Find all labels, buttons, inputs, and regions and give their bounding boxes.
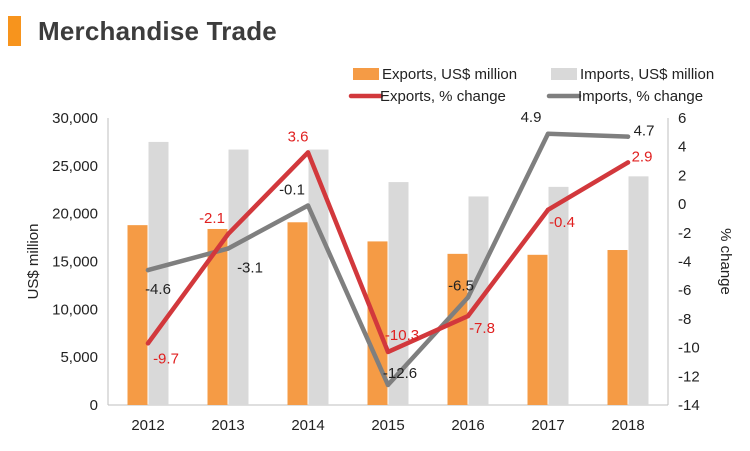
exports-bar (127, 225, 148, 405)
y-axis-title: US$ million (25, 224, 42, 300)
exports-bar (447, 253, 468, 405)
exports-change-point (545, 207, 551, 213)
imports-change-point (385, 382, 391, 388)
imports-change-label: 4.7 (634, 123, 655, 140)
exports-change-point (145, 341, 151, 346)
data-labels: -9.7 -2.1 3.6 -10.3 -7.8 -0.4 2.9 -4.6 -3.1 -0.1 -… (145, 109, 654, 382)
y-tick-label: 10,000 (52, 301, 98, 318)
exports-bar (207, 228, 228, 405)
y-tick-label: 30,000 (52, 110, 98, 127)
y-tick-label: 0 (90, 397, 98, 414)
y-tick-label: 20,000 (52, 206, 98, 223)
y2-axis-title: % change (717, 228, 734, 295)
y2-tick-label: -2 (678, 225, 691, 242)
x-tick-label: 2018 (611, 417, 644, 434)
imports-change-point (145, 267, 151, 273)
legend-exports-bar-swatch (353, 68, 379, 80)
imports-bar (548, 186, 569, 405)
exports-change-label: -10.3 (385, 327, 419, 344)
y2-tick-label: 6 (678, 110, 686, 127)
bars (127, 141, 649, 405)
y2-tick-label: -12 (678, 368, 700, 385)
y2-tick-label: 2 (678, 167, 686, 184)
x-tick-label: 2012 (131, 417, 164, 434)
y2-tick-label: -8 (678, 311, 691, 328)
axes: 0 5,000 10,000 15,000 20,000 25,000 30,000 -14 -… (25, 110, 734, 434)
imports-change-point (625, 134, 631, 139)
imports-bar (628, 176, 649, 405)
lines (145, 131, 631, 388)
exports-bar (287, 222, 308, 405)
x-tick-label: 2014 (291, 417, 324, 434)
imports-change-label: -4.6 (145, 281, 171, 298)
exports-bar (607, 250, 628, 405)
imports-change-point (545, 131, 551, 136)
exports-change-label: -0.4 (549, 214, 575, 231)
y2-tick-label: -4 (678, 254, 691, 271)
legend-imports-bar-swatch (551, 68, 577, 80)
chart-title: Merchandise Trade (38, 16, 277, 46)
exports-change-label: 3.6 (288, 128, 309, 145)
legend-imports-bar-label: Imports, US$ million (580, 66, 714, 83)
exports-change-label: -2.1 (199, 210, 225, 227)
y2-tick-label: -14 (678, 397, 700, 414)
title-accent-bar (8, 16, 21, 46)
exports-change-point (385, 349, 391, 355)
imports-change-point (465, 295, 471, 300)
imports-change-label: -12.6 (383, 365, 417, 382)
exports-change-point (305, 150, 311, 155)
imports-bar (228, 149, 249, 405)
y2-tick-label: -6 (678, 282, 691, 299)
x-tick-label: 2017 (531, 417, 564, 434)
imports-change-point (225, 246, 231, 251)
y2-tick-label: 0 (678, 196, 686, 213)
exports-change-point (465, 313, 471, 319)
legend: Exports, US$ million Imports, US$ million… (348, 66, 714, 105)
imports-change-label: -3.1 (237, 260, 263, 277)
exports-bar (527, 254, 548, 405)
exports-change-label: -7.8 (469, 320, 495, 337)
x-tick-label: 2013 (211, 417, 244, 434)
exports-change-point (625, 160, 631, 165)
x-tick-label: 2015 (371, 417, 404, 434)
exports-change-label: 2.9 (632, 148, 653, 165)
y2-tick-label: 4 (678, 139, 686, 156)
imports-bar (308, 149, 329, 405)
y-tick-label: 5,000 (60, 349, 98, 366)
y2-tick-label: -10 (678, 340, 700, 357)
legend-exports-line-label: Exports, % change (380, 88, 506, 105)
imports-change-point (305, 203, 311, 208)
y-tick-label: 15,000 (52, 254, 98, 271)
exports-change-point (225, 232, 231, 237)
imports-change-label: 4.9 (521, 109, 542, 126)
imports-change-label: -6.5 (448, 277, 474, 294)
legend-exports-bar-label: Exports, US$ million (382, 66, 517, 83)
exports-change-label: -9.7 (153, 350, 179, 367)
imports-change-label: -0.1 (279, 182, 305, 199)
legend-imports-line-label: Imports, % change (578, 88, 703, 105)
x-tick-label: 2016 (451, 417, 484, 434)
title-bar: Merchandise Trade (0, 14, 600, 48)
y-tick-label: 25,000 (52, 158, 98, 175)
